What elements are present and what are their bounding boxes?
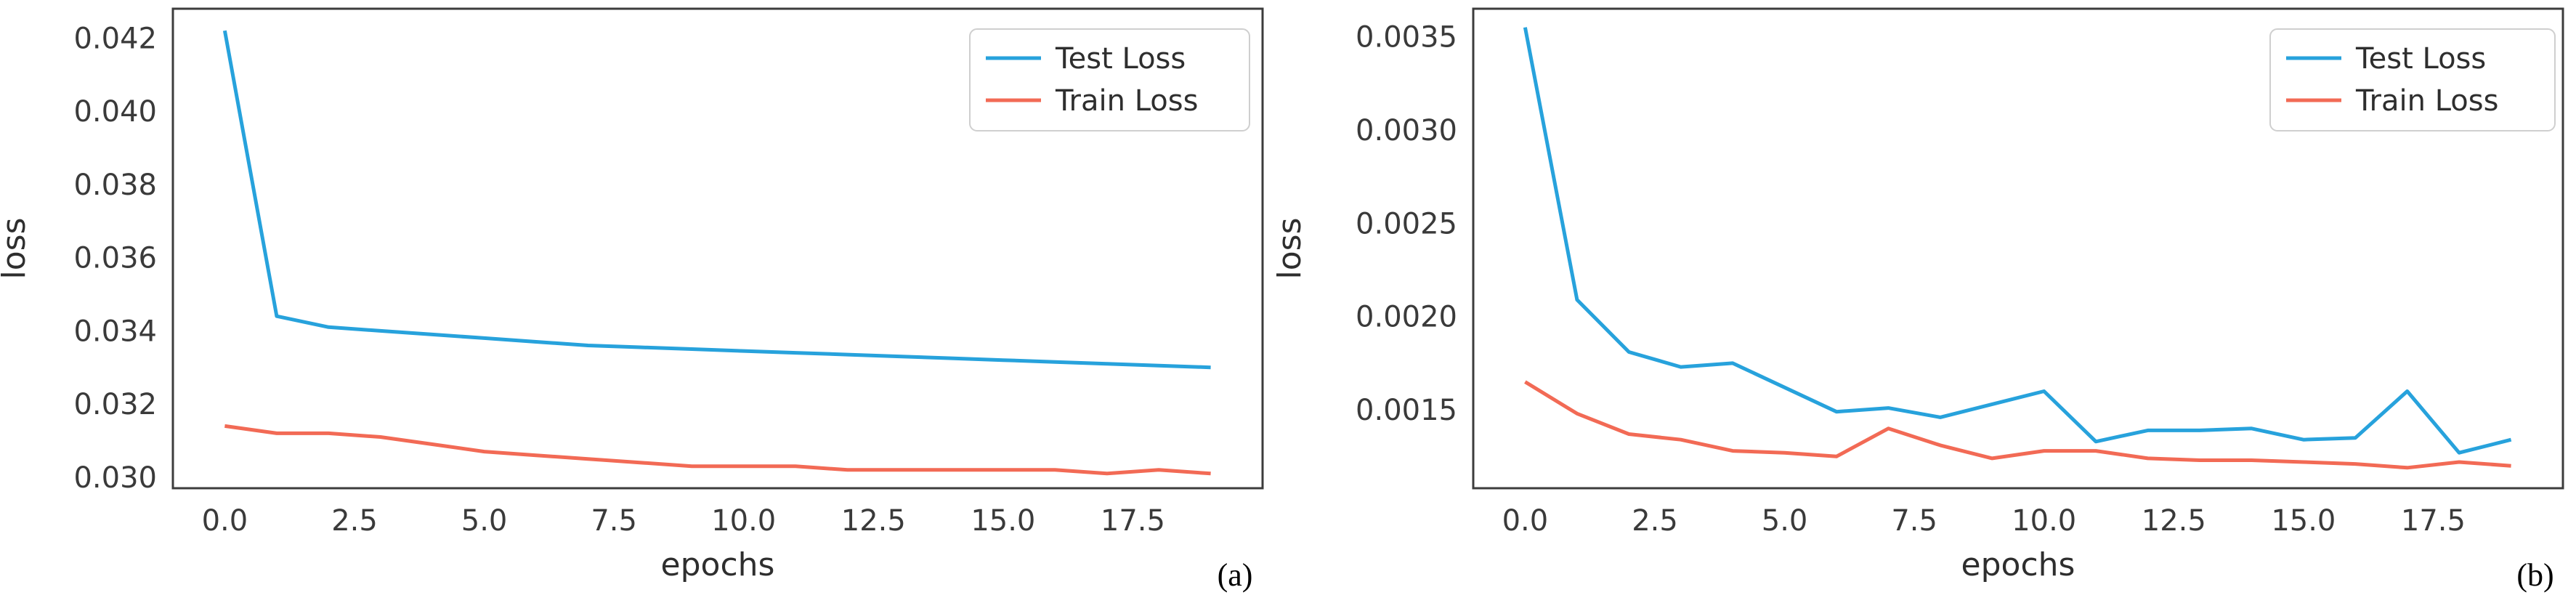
panel-label: (b): [2516, 557, 2553, 593]
y-tick-label: 0.036: [73, 242, 157, 275]
x-tick-label: 15.0: [971, 504, 1035, 538]
x-axis-label: epochs: [661, 546, 775, 583]
x-tick-label: 10.0: [2012, 504, 2076, 538]
x-tick-label: 0.0: [1502, 504, 1549, 538]
x-tick-label: 10.0: [711, 504, 776, 538]
plot-frame: [1472, 7, 2564, 490]
x-tick-label: 17.5: [2401, 504, 2466, 538]
y-tick-label: 0.0035: [1356, 21, 1457, 54]
legend-entry: Train Loss: [2355, 84, 2498, 118]
y-tick-label: 0.034: [73, 315, 157, 348]
legend: Test Loss Train Loss: [2269, 28, 2556, 131]
y-tick-label: 0.032: [73, 388, 157, 421]
legend-box: [969, 28, 1250, 131]
x-tick-label: 12.5: [2142, 504, 2206, 538]
x-tick-label: 15.0: [2271, 504, 2336, 538]
y-tick-label: 0.0025: [1356, 207, 1457, 240]
x-tick-label: 5.0: [461, 504, 508, 538]
series-line-test-loss: [222, 30, 1211, 370]
x-tick-label: 17.5: [1101, 504, 1165, 538]
chart-panel-1: 0.0 2.5 5.0 7.5 10.0 12.5 15.0 17.5 0.030 0.032 0.…: [0, 7, 1264, 593]
legend-entry: Test Loss: [1055, 42, 1186, 76]
y-tick-label: 0.040: [73, 95, 157, 129]
y-axis-label: loss: [1271, 218, 1308, 280]
legend-entry: Train Loss: [1055, 84, 1198, 118]
legend-box: [2269, 28, 2556, 131]
legend-entry: Test Loss: [2355, 42, 2486, 76]
series-line-train-loss: [1524, 380, 2511, 470]
y-tick-label: 0.038: [73, 169, 157, 202]
legend: Test Loss Train Loss: [969, 28, 1250, 131]
x-tick-label: 12.5: [841, 504, 906, 538]
plot-frame: [171, 7, 1264, 490]
y-tick-label: 0.030: [73, 461, 157, 495]
series-line-test-loss: [1523, 27, 2512, 455]
y-tick-label: 0.0015: [1356, 394, 1457, 427]
y-axis-label: loss: [0, 218, 33, 280]
y-tick-label: 0.0030: [1356, 114, 1457, 147]
y-tick-label: 0.042: [73, 22, 157, 55]
x-tick-label: 2.5: [1632, 504, 1678, 538]
x-axis-label: epochs: [1961, 546, 2075, 583]
chart-panel-2: 0.0 2.5 5.0 7.5 10.0 12.5 15.0 17.5 0.0015 0.0020…: [1271, 7, 2564, 593]
x-tick-label: 7.5: [1891, 504, 1937, 538]
x-tick-label: 5.0: [1762, 504, 1808, 538]
series-line-train-loss: [224, 424, 1211, 476]
x-tick-label: 7.5: [591, 504, 637, 538]
x-tick-label: 2.5: [331, 504, 378, 538]
x-tick-label: 0.0: [202, 504, 248, 538]
y-tick-label: 0.0020: [1356, 301, 1457, 334]
panel-label: (a): [1218, 557, 1253, 593]
